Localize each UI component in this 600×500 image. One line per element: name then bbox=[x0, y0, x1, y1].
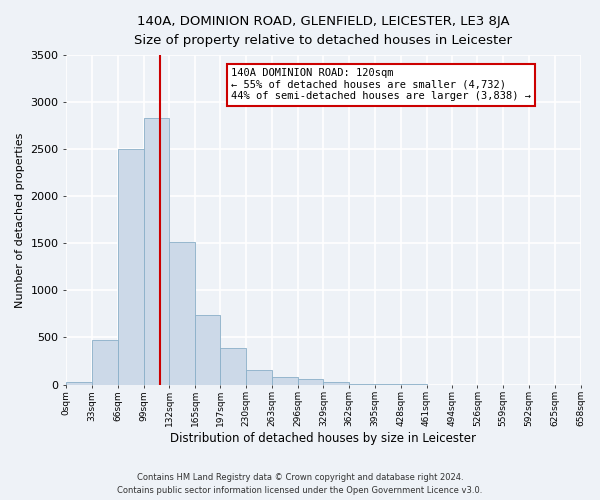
Bar bbox=[323, 382, 349, 384]
Bar bbox=[169, 242, 195, 384]
X-axis label: Distribution of detached houses by size in Leicester: Distribution of detached houses by size … bbox=[170, 432, 476, 445]
Bar bbox=[272, 377, 298, 384]
Text: 140A DOMINION ROAD: 120sqm
← 55% of detached houses are smaller (4,732)
44% of s: 140A DOMINION ROAD: 120sqm ← 55% of deta… bbox=[231, 68, 531, 102]
Y-axis label: Number of detached properties: Number of detached properties bbox=[15, 132, 25, 308]
Bar bbox=[298, 380, 323, 384]
Bar bbox=[246, 370, 272, 384]
Bar bbox=[143, 118, 169, 384]
Text: Contains HM Land Registry data © Crown copyright and database right 2024.
Contai: Contains HM Land Registry data © Crown c… bbox=[118, 474, 482, 495]
Bar bbox=[92, 340, 118, 384]
Bar bbox=[118, 149, 143, 384]
Bar bbox=[67, 382, 92, 384]
Title: 140A, DOMINION ROAD, GLENFIELD, LEICESTER, LE3 8JA
Size of property relative to : 140A, DOMINION ROAD, GLENFIELD, LEICESTE… bbox=[134, 15, 512, 47]
Bar bbox=[220, 348, 246, 385]
Bar bbox=[195, 315, 220, 384]
